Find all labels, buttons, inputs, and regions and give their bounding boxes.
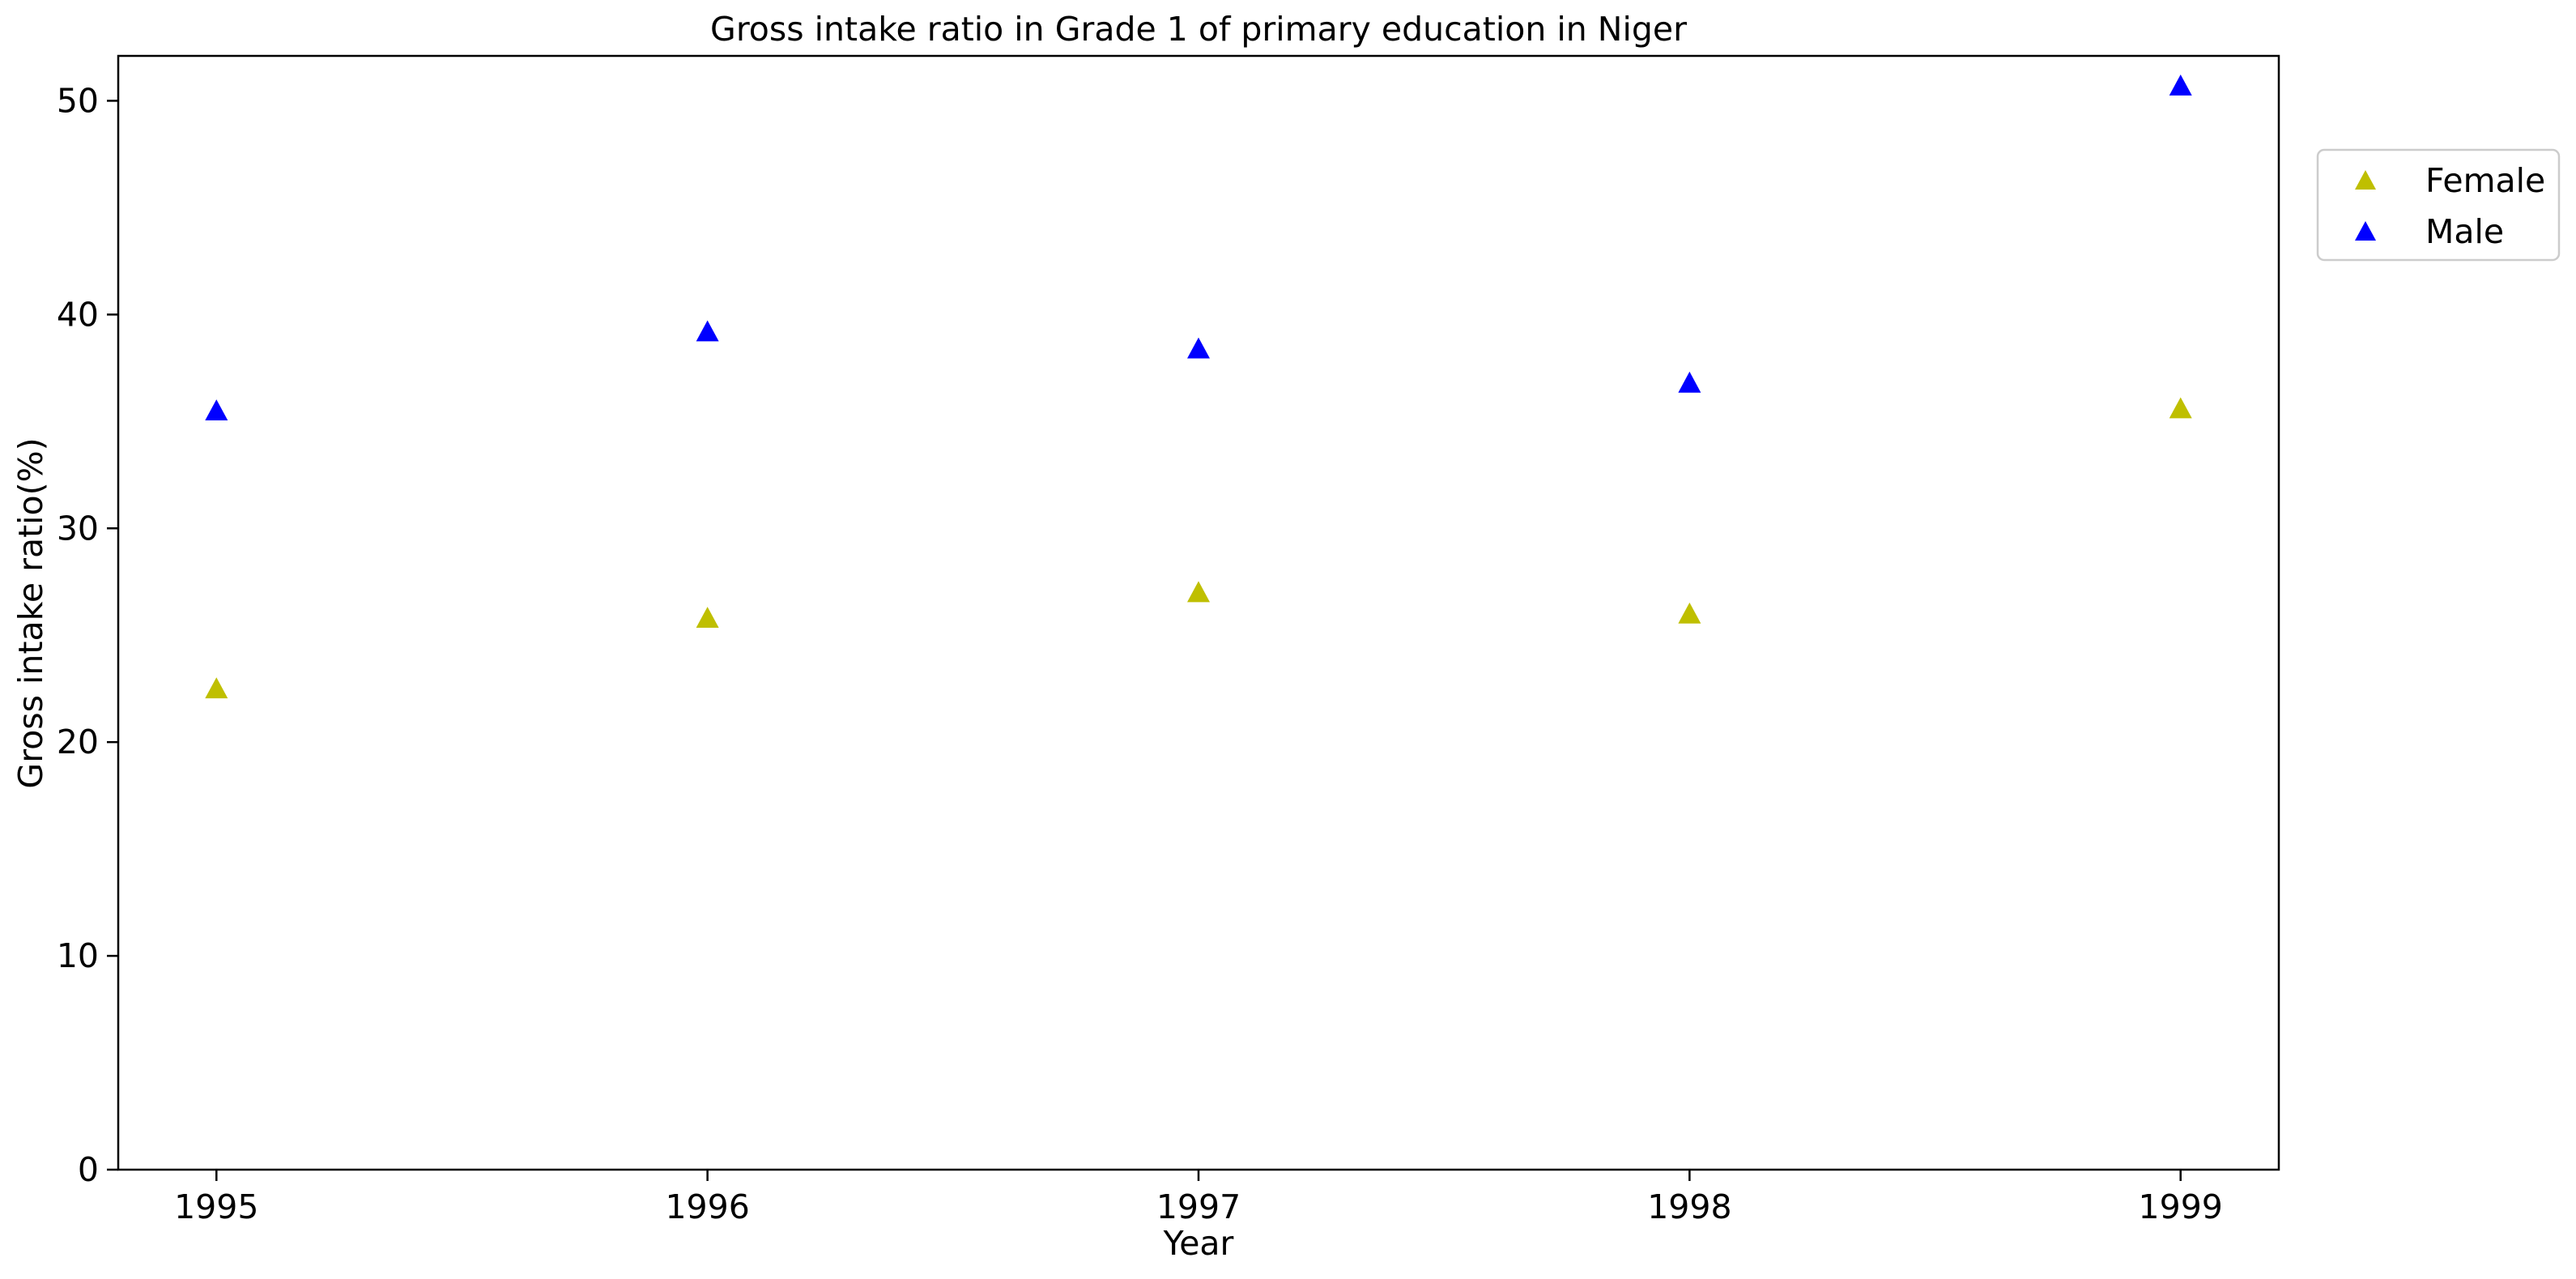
plot-frame (117, 54, 2280, 1171)
legend-label-male: Male (2425, 212, 2504, 251)
legend-label-female: Female (2425, 161, 2545, 200)
legend-marker-male (2355, 221, 2376, 241)
y-axis: 0 10 20 30 40 50 (57, 81, 118, 1189)
y-axis-title: Gross intake ratio(%) (11, 437, 50, 788)
data-point-female (1678, 602, 1701, 624)
series-female (205, 397, 2192, 699)
y-tick-label: 40 (57, 295, 99, 334)
data-point-female (205, 677, 228, 699)
chart-title: Gross intake ratio in Grade 1 of primary… (710, 10, 1687, 49)
y-tick-label: 10 (57, 936, 99, 975)
y-tick-label: 0 (78, 1150, 99, 1189)
data-point-female (696, 607, 719, 628)
x-tick-label: 1999 (2139, 1187, 2223, 1226)
data-point-male (1187, 337, 1210, 359)
y-tick-label: 20 (57, 723, 99, 761)
legend-marker-female (2355, 170, 2376, 190)
y-tick-label: 30 (57, 509, 99, 548)
legend: Female Male (2316, 148, 2561, 262)
data-point-male (696, 320, 719, 342)
x-axis: 1995 1996 1997 1998 1999 (174, 1170, 2223, 1226)
data-point-female (1187, 581, 1210, 603)
data-point-female (2169, 397, 2192, 419)
data-point-male (205, 399, 228, 420)
x-tick-label: 1997 (1156, 1187, 1241, 1226)
series-male (205, 74, 2192, 420)
x-tick-label: 1996 (665, 1187, 749, 1226)
plot-area (205, 74, 2192, 699)
x-tick-label: 1998 (1647, 1187, 1731, 1226)
x-tick-label: 1995 (174, 1187, 258, 1226)
data-point-male (2169, 74, 2192, 96)
x-axis-title: Year (1163, 1224, 1234, 1263)
data-point-male (1678, 371, 1701, 393)
y-tick-label: 50 (57, 81, 99, 120)
legend-frame (2316, 148, 2561, 262)
